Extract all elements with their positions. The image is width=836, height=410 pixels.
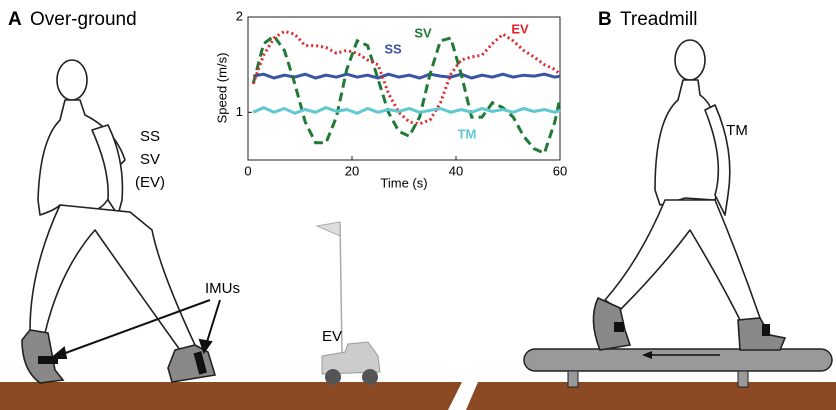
ground	[466, 382, 836, 410]
condition-label: TM	[726, 122, 748, 139]
condition-label: SV	[140, 151, 160, 168]
series-label: SS	[384, 41, 402, 56]
imu-label: IMUs	[205, 280, 240, 297]
series-line	[253, 108, 560, 114]
plot-frame	[248, 17, 560, 160]
series-line	[253, 74, 560, 78]
series-line	[253, 36, 560, 153]
y-tick-label: 2	[236, 8, 243, 23]
condition-label: (EV)	[135, 174, 165, 191]
panel-title: Over-ground	[30, 9, 137, 30]
figure-svg: A Over-ground B Treadmill SS SV (EV) IMU…	[0, 0, 836, 410]
series-label: TM	[458, 126, 477, 141]
panel-title: Treadmill	[620, 9, 697, 30]
walker	[593, 40, 785, 350]
treadmill	[524, 349, 832, 387]
figure: A Over-ground B Treadmill SS SV (EV) IMU…	[0, 0, 836, 410]
x-axis-label: Time (s)	[380, 175, 427, 190]
x-tick-label: 0	[244, 163, 251, 178]
y-axis-label: Speed (m/s)	[214, 53, 229, 124]
condition-label: SS	[140, 128, 160, 145]
series-label: SV	[414, 25, 432, 40]
ground	[0, 382, 462, 410]
panel-letter: B	[598, 9, 612, 30]
series-label: EV	[511, 21, 529, 36]
y-tick-label: 1	[236, 104, 243, 119]
x-tick-label: 20	[345, 163, 359, 178]
ev-car	[317, 222, 380, 385]
panel-letter: A	[8, 9, 22, 30]
ev-label: EV	[322, 328, 342, 345]
x-tick-label: 60	[553, 163, 567, 178]
x-tick-label: 40	[449, 163, 463, 178]
